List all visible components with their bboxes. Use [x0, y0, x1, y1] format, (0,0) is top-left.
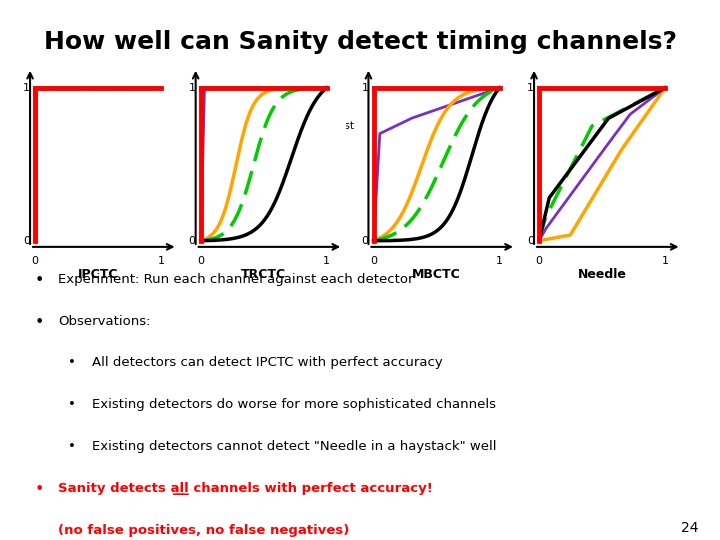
Text: 1: 1	[189, 83, 196, 93]
Text: How well can Sanity detect timing channels?: How well can Sanity detect timing channe…	[43, 30, 677, 53]
Text: •: •	[68, 356, 76, 369]
Legend: Shape test, KS test, RT test, CCE test, Sanity: Shape test, KS test, RT test, CCE test, …	[259, 117, 358, 196]
Text: •: •	[35, 314, 45, 329]
Text: •: •	[35, 482, 45, 497]
Text: Existing detectors cannot detect "Needle in a haystack" well: Existing detectors cannot detect "Needle…	[92, 440, 496, 453]
Text: 1: 1	[662, 256, 669, 266]
Text: 0: 0	[361, 236, 369, 246]
Text: All detectors can detect IPCTC with perfect accuracy: All detectors can detect IPCTC with perf…	[92, 356, 443, 369]
Text: 1: 1	[23, 83, 30, 93]
Text: 0: 0	[197, 256, 204, 266]
Text: 1: 1	[496, 256, 503, 266]
Text: •: •	[35, 273, 45, 288]
Text: Sanity detects a̲l̲l̲ channels with perfect accuracy!: Sanity detects a̲l̲l̲ channels with perf…	[58, 482, 433, 495]
Text: 0: 0	[370, 256, 377, 266]
Text: Experiment: Run each channel against each detector: Experiment: Run each channel against eac…	[58, 273, 414, 286]
Text: •: •	[68, 440, 76, 453]
Text: 1: 1	[158, 256, 165, 266]
Text: •: •	[68, 399, 76, 411]
Text: 0: 0	[536, 256, 543, 266]
Text: Needle: Needle	[577, 268, 626, 281]
Text: (no false positives, no false negatives): (no false positives, no false negatives)	[58, 524, 350, 537]
Text: Existing detectors do worse for more sophisticated channels: Existing detectors do worse for more sop…	[92, 399, 496, 411]
Text: 0: 0	[189, 236, 196, 246]
Text: 0: 0	[23, 236, 30, 246]
Text: IPCTC: IPCTC	[78, 268, 118, 281]
Text: Observations:: Observations:	[58, 314, 151, 328]
Text: 0: 0	[32, 256, 39, 266]
Text: MBCTC: MBCTC	[412, 268, 461, 281]
Text: 0: 0	[527, 236, 534, 246]
Text: 1: 1	[527, 83, 534, 93]
Text: 24: 24	[681, 521, 698, 535]
Text: 1: 1	[323, 256, 330, 266]
Text: 1: 1	[361, 83, 369, 93]
Text: TRCTC: TRCTC	[241, 268, 287, 281]
